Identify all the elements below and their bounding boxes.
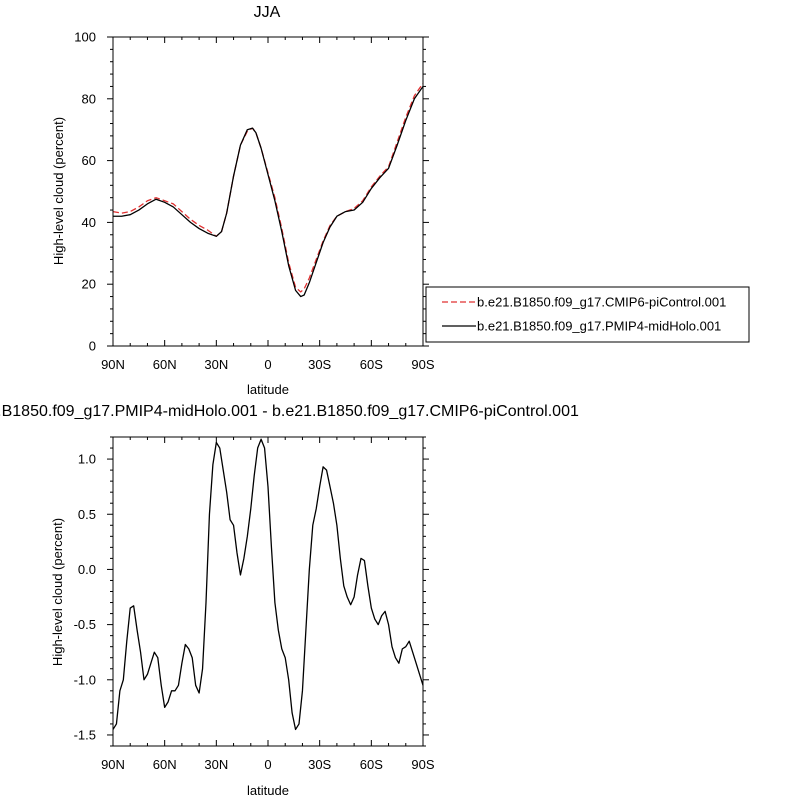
legend-box bbox=[425, 286, 750, 343]
bottom-x-tick-label: 0 bbox=[264, 757, 271, 772]
bottom-chart-ticks: 90N 60N 30N 0 30S 60S 90S -1.5 -1.0 -0.5 0.0 0.5 1.0 bbox=[74, 436, 435, 772]
bottom-chart-series bbox=[112, 438, 424, 731]
bottom-x-axis-label: latitude bbox=[247, 783, 289, 798]
bottom-x-tick-label: 90S bbox=[411, 757, 434, 772]
bottom-y-tick-label: -1.5 bbox=[74, 727, 96, 742]
top-x-tick-label: 60S bbox=[360, 357, 383, 372]
bottom-y-tick-label: -0.5 bbox=[74, 617, 96, 632]
bottom-series-line-0 bbox=[112, 438, 424, 731]
top-x-tick-label: 90N bbox=[101, 357, 125, 372]
top-series-line-1 bbox=[113, 86, 424, 298]
top-chart-series bbox=[112, 82, 424, 298]
bottom-x-tick-label: 60S bbox=[360, 757, 383, 772]
top-y-axis-label: High-level cloud (percent) bbox=[51, 117, 66, 265]
bottom-chart-title: b.e21.B1850.f09_g17.PMIP4-midHolo.001 - … bbox=[0, 403, 579, 420]
top-y-tick-label: 80 bbox=[82, 91, 96, 106]
top-y-tick-label: 0 bbox=[89, 339, 96, 354]
top-x-axis-label: latitude bbox=[247, 382, 289, 397]
top-chart-title: JJA bbox=[254, 4, 281, 21]
bottom-x-tick-label: 90N bbox=[101, 757, 125, 772]
top-y-tick-label: 100 bbox=[74, 30, 96, 45]
top-x-tick-label: 30N bbox=[204, 357, 228, 372]
legend-label-picontrol: b.e21.B1850.f09_g17.CMIP6-piControl.001 bbox=[477, 295, 726, 310]
top-x-tick-label: 30S bbox=[308, 357, 331, 372]
top-plot-frame bbox=[112, 36, 424, 347]
bottom-y-tick-label: 1.0 bbox=[78, 452, 96, 467]
top-series-line-0 bbox=[112, 82, 424, 293]
top-y-tick-label: 40 bbox=[82, 215, 96, 230]
top-x-tick-label: 60N bbox=[153, 357, 177, 372]
bottom-x-tick-label: 30S bbox=[308, 757, 331, 772]
bottom-y-axis-label: High-level cloud (percent) bbox=[50, 518, 65, 666]
bottom-y-tick-label: 0.0 bbox=[78, 562, 96, 577]
legend: b.e21.B1850.f09_g17.CMIP6-piControl.001 … bbox=[425, 286, 750, 343]
bottom-y-tick-label: -1.0 bbox=[74, 672, 96, 687]
top-y-tick-label: 60 bbox=[82, 153, 96, 168]
bottom-x-tick-label: 30N bbox=[204, 757, 228, 772]
bottom-x-tick-label: 60N bbox=[153, 757, 177, 772]
bottom-y-tick-label: 0.5 bbox=[78, 507, 96, 522]
top-x-tick-label: 0 bbox=[264, 357, 271, 372]
top-chart-ticks: 90N 60N 30N 0 30S 60S 90S 0 20 40 60 80 100 bbox=[74, 30, 435, 373]
top-chart-panel: JJA 90N 60N 30N 0 30S 60S 90S 0 20 40 60 80 100 lati… bbox=[51, 4, 750, 397]
top-y-tick-label: 20 bbox=[82, 277, 96, 292]
bottom-chart-panel: b.e21.B1850.f09_g17.PMIP4-midHolo.001 - … bbox=[0, 403, 579, 798]
legend-label-midholo: b.e21.B1850.f09_g17.PMIP4-midHolo.001 bbox=[477, 319, 721, 334]
top-x-tick-label: 90S bbox=[411, 357, 434, 372]
